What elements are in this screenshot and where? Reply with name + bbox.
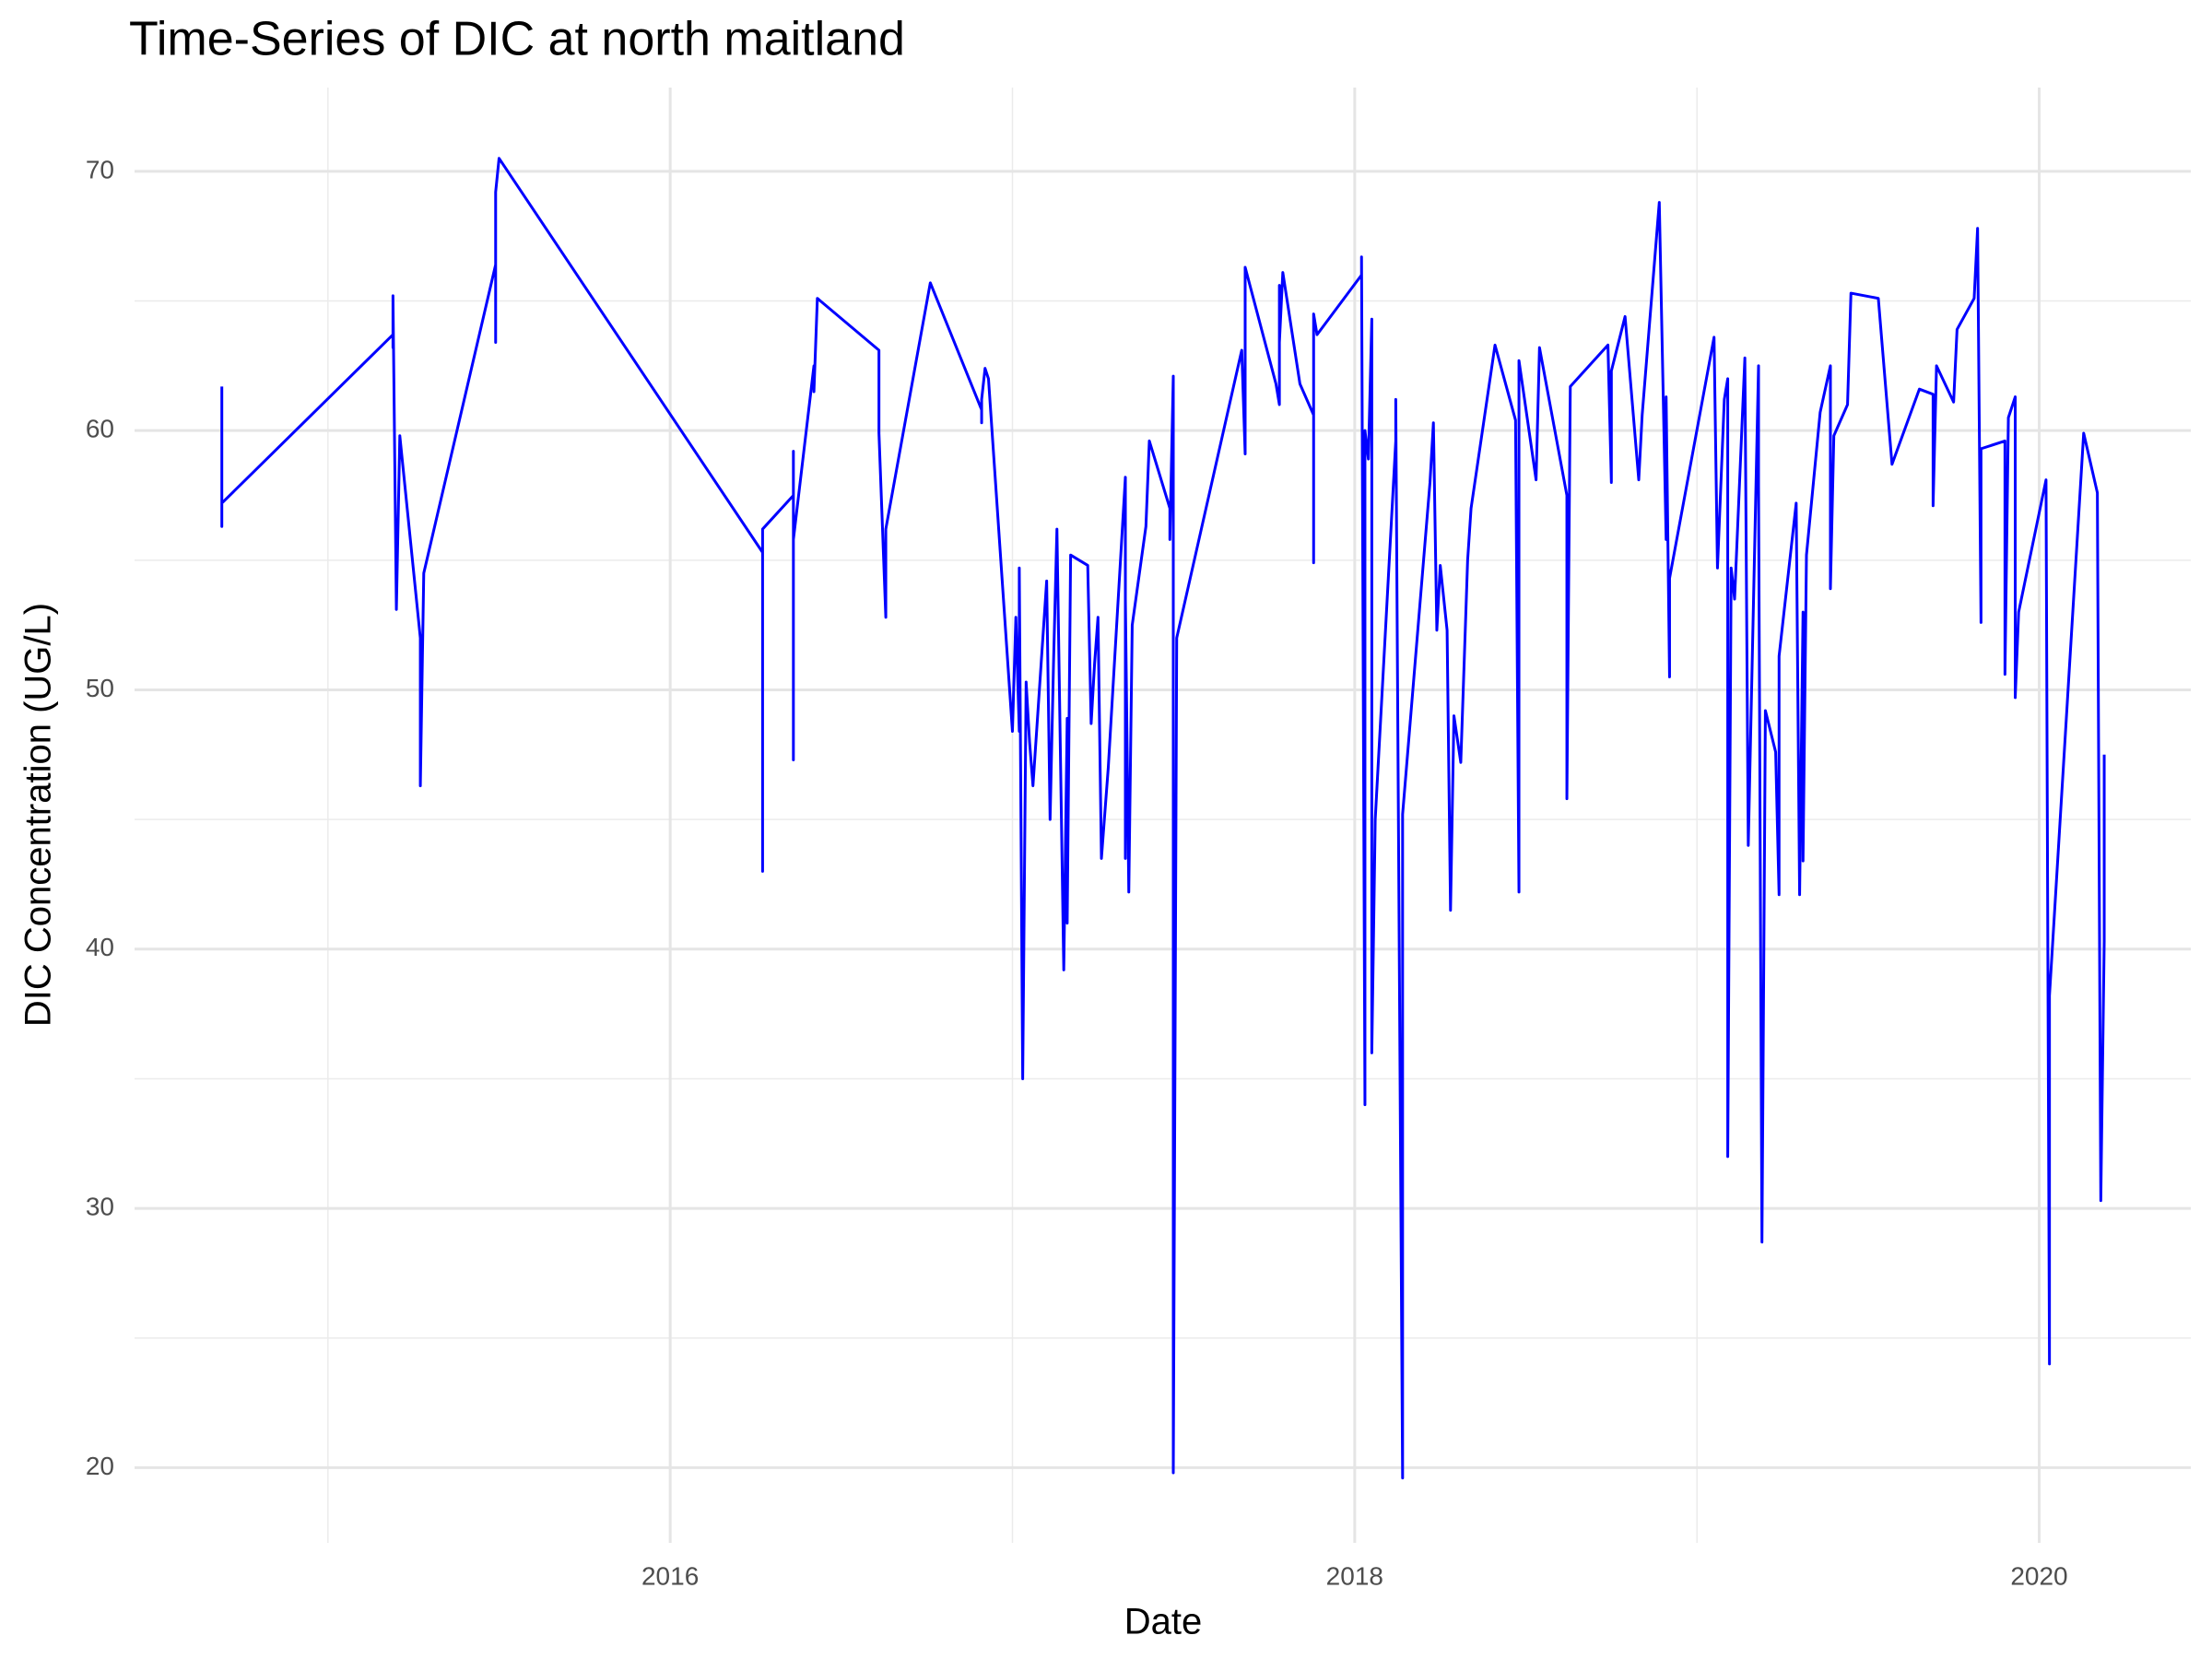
x-tick-label: 2018 (1326, 1561, 1383, 1590)
x-axis-title: Date (1124, 1602, 1203, 1642)
plot-area (220, 157, 2106, 1480)
y-tick-label: 70 (86, 155, 114, 183)
chart-title: Time-Series of DIC at north maitland (129, 13, 905, 66)
data-line (220, 157, 2106, 1480)
x-tick-label: 2020 (2010, 1561, 2067, 1590)
grid (135, 88, 2191, 1543)
x-tick-label: 2016 (641, 1561, 699, 1590)
y-axis-title: DIC Concentration (UG/L) (18, 603, 59, 1027)
y-tick-label: 40 (86, 933, 114, 961)
y-tick-label: 60 (86, 415, 114, 443)
y-tick-label: 50 (86, 674, 114, 702)
y-tick-label: 30 (86, 1192, 114, 1220)
y-tick-label: 20 (86, 1452, 114, 1480)
